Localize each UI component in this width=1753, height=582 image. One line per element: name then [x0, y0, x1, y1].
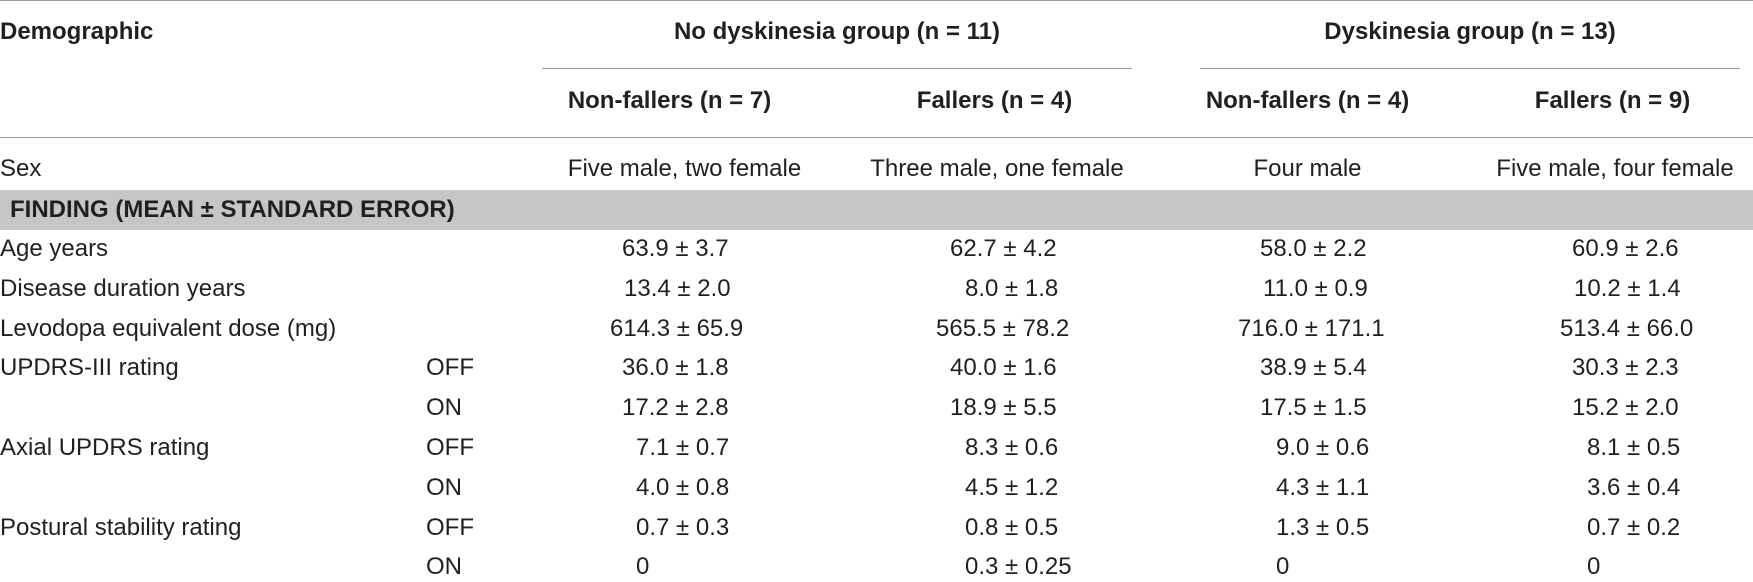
group-rule-dyskinesia	[1200, 68, 1740, 69]
cell-value: 716.0 ± 171.1	[1238, 315, 1385, 342]
cell-value: 7.1 ± 0.7	[636, 434, 730, 461]
cell-value: 17.2 ± 2.8	[622, 394, 729, 421]
sex-label: Sex	[0, 155, 42, 182]
header-group-dyskinesia: Dyskinesia group (n = 13)	[1324, 18, 1616, 45]
cell-value: 8.0 ± 1.8	[965, 275, 1059, 302]
row-condition: OFF	[426, 354, 474, 381]
cell-value: 614.3 ± 65.9	[610, 315, 744, 342]
header-demographic: Demographic	[0, 18, 154, 45]
cell-value: 8.3 ± 0.6	[965, 434, 1059, 461]
cell-value: 9.0 ± 0.6	[1276, 434, 1370, 461]
section-band: FINDING (MEAN ± STANDARD ERROR)	[0, 190, 1753, 230]
cell-value: 63.9 ± 3.7	[622, 235, 729, 262]
row-condition: OFF	[426, 514, 474, 541]
cell-value: 8.1 ± 0.5	[1587, 434, 1681, 461]
cell-value: 0.7 ± 0.2	[1587, 514, 1681, 541]
top-rule	[0, 0, 1753, 1]
header-sub-col-1: Non-fallers (n = 7)	[567, 87, 772, 114]
cell-value: 0	[636, 553, 650, 580]
sex-value-4: Five male, four female	[1496, 155, 1734, 182]
sex-value-2: Three male, one female	[870, 155, 1124, 182]
row-condition: ON	[426, 474, 462, 501]
cell-value: 62.7 ± 4.2	[950, 235, 1057, 262]
header-bottom-rule	[0, 137, 1753, 138]
cell-value: 0	[1587, 553, 1601, 580]
header-sub-col-3: Non-fallers (n = 4)	[1205, 87, 1410, 114]
cell-value: 60.9 ± 2.6	[1572, 235, 1679, 262]
sex-value-1: Five male, two female	[567, 155, 802, 182]
cell-value: 10.2 ± 1.4	[1574, 275, 1681, 302]
cell-value: 0.7 ± 0.3	[636, 514, 730, 541]
cell-value: 0	[1276, 553, 1290, 580]
row-label: Age years	[0, 235, 109, 262]
row-label: Disease duration years	[0, 275, 246, 302]
row-label: Levodopa equivalent dose (mg)	[0, 315, 337, 342]
header-sub-col-4: Fallers (n = 9)	[1534, 87, 1691, 114]
cell-value: 40.0 ± 1.6	[950, 354, 1057, 381]
row-label: Postural stability rating	[0, 514, 242, 541]
cell-value: 0.8 ± 0.5	[965, 514, 1059, 541]
cell-value: 4.5 ± 1.2	[965, 474, 1059, 501]
sex-value-3: Four male	[1253, 155, 1362, 182]
cell-value: 4.0 ± 0.8	[636, 474, 730, 501]
cell-value: 18.9 ± 5.5	[950, 394, 1057, 421]
cell-value: 13.4 ± 2.0	[624, 275, 731, 302]
cell-value: 3.6 ± 0.4	[1587, 474, 1681, 501]
cell-value: 38.9 ± 5.4	[1260, 354, 1367, 381]
cell-value: 4.3 ± 1.1	[1276, 474, 1370, 501]
cell-value: 17.5 ± 1.5	[1260, 394, 1367, 421]
row-condition: OFF	[426, 434, 474, 461]
cell-value: 58.0 ± 2.2	[1260, 235, 1367, 262]
cell-value: 513.4 ± 66.0	[1560, 315, 1694, 342]
header-sub-col-2: Fallers (n = 4)	[916, 87, 1073, 114]
row-condition: ON	[426, 394, 462, 421]
cell-value: 565.5 ± 78.2	[936, 315, 1070, 342]
header-group-no-dyskinesia: No dyskinesia group (n = 11)	[673, 18, 1001, 45]
cell-value: 0.3 ± 0.25	[965, 553, 1072, 580]
cell-value: 1.3 ± 0.5	[1276, 514, 1370, 541]
row-condition: ON	[426, 553, 462, 580]
group-rule-no-dyskinesia	[542, 68, 1132, 69]
section-heading: FINDING (MEAN ± STANDARD ERROR)	[10, 196, 455, 223]
row-label: UPDRS-III rating	[0, 354, 179, 381]
cell-value: 30.3 ± 2.3	[1572, 354, 1679, 381]
cell-value: 36.0 ± 1.8	[622, 354, 729, 381]
row-label: Axial UPDRS rating	[0, 434, 210, 461]
cell-value: 11.0 ± 0.9	[1263, 275, 1368, 302]
cell-value: 15.2 ± 2.0	[1572, 394, 1679, 421]
